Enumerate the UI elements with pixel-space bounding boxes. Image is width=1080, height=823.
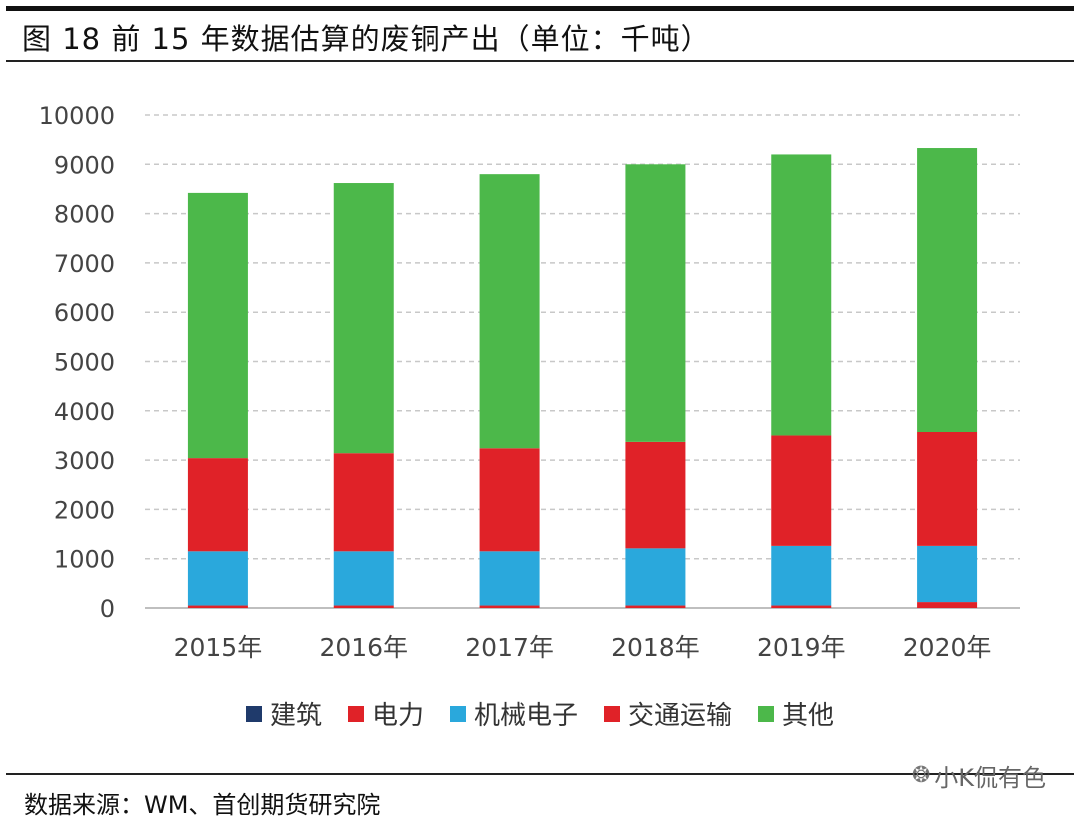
data-source: 数据来源：WM、首创期货研究院: [24, 791, 381, 819]
chart-title: 图 18 前 15 年数据估算的废铜产出（单位：千吨）: [22, 22, 711, 56]
bar-segment-3: [187, 551, 248, 606]
bar-segment-5: [187, 192, 248, 459]
x-tick-label: 2018年: [611, 633, 700, 662]
legend-label: 交通运输: [628, 701, 733, 731]
legend-label: 建筑: [269, 701, 322, 731]
legend-swatch: [449, 705, 466, 722]
bar-segment-5: [333, 183, 394, 454]
x-tick-label: 2017年: [465, 633, 554, 662]
legend-item: 建筑: [245, 695, 322, 732]
bar-segment-5: [917, 148, 978, 432]
bar-segment-2: [625, 605, 686, 608]
legend-label: 机械电子: [473, 701, 578, 731]
y-tick-label: 7000: [54, 250, 115, 278]
bar-segment-4: [917, 431, 978, 546]
title-rule: [6, 60, 1074, 62]
bar-segment-3: [625, 548, 686, 606]
bar-segment-4: [625, 441, 686, 549]
footer-rule: [6, 773, 1074, 775]
watermark-text: 小K侃有色: [934, 764, 1046, 792]
bar-segment-5: [625, 164, 686, 442]
y-tick-label: 6000: [54, 299, 115, 327]
y-tick-label: 5000: [54, 349, 115, 377]
bar-segment-3: [333, 551, 394, 606]
legend-swatch: [245, 705, 262, 722]
legend-swatch: [758, 705, 775, 722]
y-tick-label: 9000: [54, 151, 115, 179]
legend: 建筑 电力 机械电子 交通运输 其他: [0, 695, 1080, 732]
bar-segment-5: [771, 154, 832, 436]
bar-segment-3: [771, 545, 832, 606]
bar-segment-4: [333, 453, 394, 552]
legend-label: 其他: [782, 701, 835, 731]
bar-segment-2: [479, 605, 540, 608]
legend-item: 电力: [347, 695, 424, 732]
y-tick-label: 10000: [39, 102, 115, 130]
top-rule: [6, 6, 1074, 11]
bar-segment-3: [479, 551, 540, 606]
x-tick-label: 2019年: [757, 633, 846, 662]
legend-item: 其他: [758, 695, 834, 732]
bar-segment-2: [187, 605, 248, 608]
legend-swatch: [604, 705, 620, 722]
legend-item: 机械电子: [449, 695, 578, 732]
y-tick-label: 2000: [54, 496, 115, 524]
legend-swatch: [347, 705, 364, 722]
x-tick-label: 2015年: [174, 633, 263, 662]
y-tick-label: 1000: [54, 546, 115, 574]
bar-segment-2: [771, 605, 832, 608]
x-tick-label: 2020年: [903, 633, 992, 662]
bar-segment-4: [187, 458, 248, 552]
y-tick-label: 0: [100, 595, 115, 623]
watermark: ❂ 小K侃有色: [912, 758, 1046, 793]
bar-segment-4: [479, 448, 540, 552]
wechat-icon: ❂: [911, 763, 931, 788]
y-tick-label: 4000: [54, 398, 115, 426]
bar-segment-2: [917, 602, 978, 608]
legend-item: 交通运输: [604, 695, 732, 732]
y-tick-label: 8000: [54, 201, 115, 229]
bar-segment-2: [333, 605, 394, 608]
x-tick-label: 2016年: [319, 633, 408, 662]
legend-label: 电力: [371, 701, 424, 731]
bar-segment-5: [479, 174, 540, 449]
bar-segment-3: [917, 545, 978, 603]
y-tick-label: 3000: [54, 447, 115, 475]
bar-segment-4: [771, 435, 832, 546]
